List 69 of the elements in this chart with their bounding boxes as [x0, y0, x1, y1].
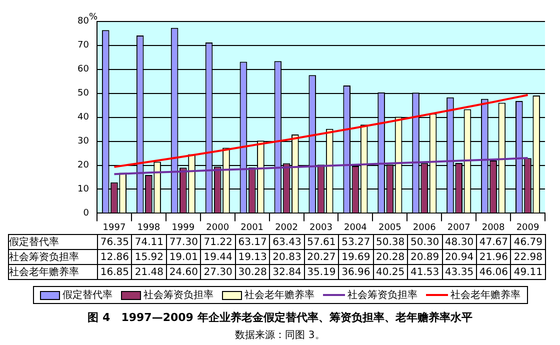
- data-label: 49.11: [510, 264, 546, 280]
- data-label: 15.92: [132, 250, 166, 264]
- x-tick-label: 1997: [102, 222, 126, 233]
- data-label: 43.35: [442, 264, 476, 280]
- x-tick-label: 2006: [412, 222, 436, 233]
- data-label: 20.28: [373, 250, 408, 264]
- data-label: 63.43: [270, 234, 304, 250]
- data-label: 53.27: [338, 234, 374, 250]
- data-label: 36.96: [338, 264, 374, 280]
- data-label: 32.84: [270, 264, 304, 280]
- data-label: 47.67: [476, 234, 511, 250]
- data-label: 50.38: [373, 234, 408, 250]
- x-tick-label: 2000: [206, 222, 230, 233]
- data-label: 46.79: [510, 234, 546, 250]
- source-note: 数据来源：同图 3。: [234, 328, 326, 342]
- data-label: 21.48: [132, 264, 166, 280]
- legend-label: 社会老年赡养率: [450, 288, 520, 302]
- data-label: 77.30: [166, 234, 201, 250]
- data-label: 20.83: [270, 250, 304, 264]
- legend-label: 社会筹资负担率: [348, 288, 418, 302]
- data-label: 41.53: [408, 264, 442, 280]
- data-label: 74.11: [132, 234, 166, 250]
- data-label: 16.85: [98, 264, 132, 280]
- x-tick-label: 2001: [240, 222, 264, 233]
- data-label: 19.01: [166, 250, 201, 264]
- legend-label: 社会老年赡养率: [244, 288, 314, 302]
- data-label: 20.94: [442, 250, 476, 264]
- x-tick-label: 2005: [378, 222, 402, 233]
- x-tick-label: 2003: [310, 222, 332, 233]
- data-label: 21.96: [476, 250, 511, 264]
- x-tick-label: 2007: [447, 222, 470, 233]
- y-tick-label: 20: [78, 160, 90, 171]
- text: 图 4 1997—2009 年企业养老金假定替代率、筹资负担率、老年赡养率水平: [86, 310, 474, 325]
- data-label: 63.17: [235, 234, 270, 250]
- data-label: 27.30: [200, 264, 236, 280]
- y-tick-label: 70: [78, 40, 90, 51]
- data-label: 12.86: [98, 250, 132, 264]
- y-axis-title: %: [89, 12, 98, 22]
- x-tick-label: 2002: [275, 222, 298, 233]
- x-tick-label: 1998: [137, 222, 160, 233]
- y-tick-label: 50: [78, 88, 90, 99]
- data-label: 20.27: [304, 250, 339, 264]
- y-tick-label: 60: [78, 64, 90, 75]
- data-label: 46.06: [476, 264, 511, 280]
- data-label: 48.30: [442, 234, 476, 250]
- x-tick-label: 1999: [172, 222, 195, 233]
- data-label: 40.25: [373, 264, 408, 280]
- data-label: 35.19: [304, 264, 339, 280]
- data-label: 19.69: [338, 250, 374, 264]
- y-tick-label: 0: [83, 208, 90, 219]
- data-label: 19.13: [235, 250, 270, 264]
- x-tick-label: 2008: [482, 222, 506, 233]
- data-label: 57.61: [304, 234, 339, 250]
- data-label: 24.60: [166, 264, 201, 280]
- data-label: 19.44: [200, 250, 236, 264]
- x-tick-label: 2004: [344, 222, 368, 233]
- x-tick-label: 2009: [516, 222, 540, 233]
- data-label: 71.22: [200, 234, 236, 250]
- y-tick-label: 40: [78, 112, 90, 123]
- data-label: 30.28: [235, 264, 270, 280]
- data-label: 76.35: [98, 234, 132, 250]
- y-tick-label: 10: [78, 184, 90, 195]
- y-tick-label: 80: [78, 16, 90, 27]
- data-label: 22.98: [510, 250, 546, 264]
- y-tick-label: 30: [78, 136, 90, 147]
- legend-label: 假定替代率: [62, 288, 112, 302]
- data-label: 20.89: [408, 250, 442, 264]
- legend-label: 社会筹资负担率: [144, 288, 214, 302]
- data-label: 50.30: [408, 234, 442, 250]
